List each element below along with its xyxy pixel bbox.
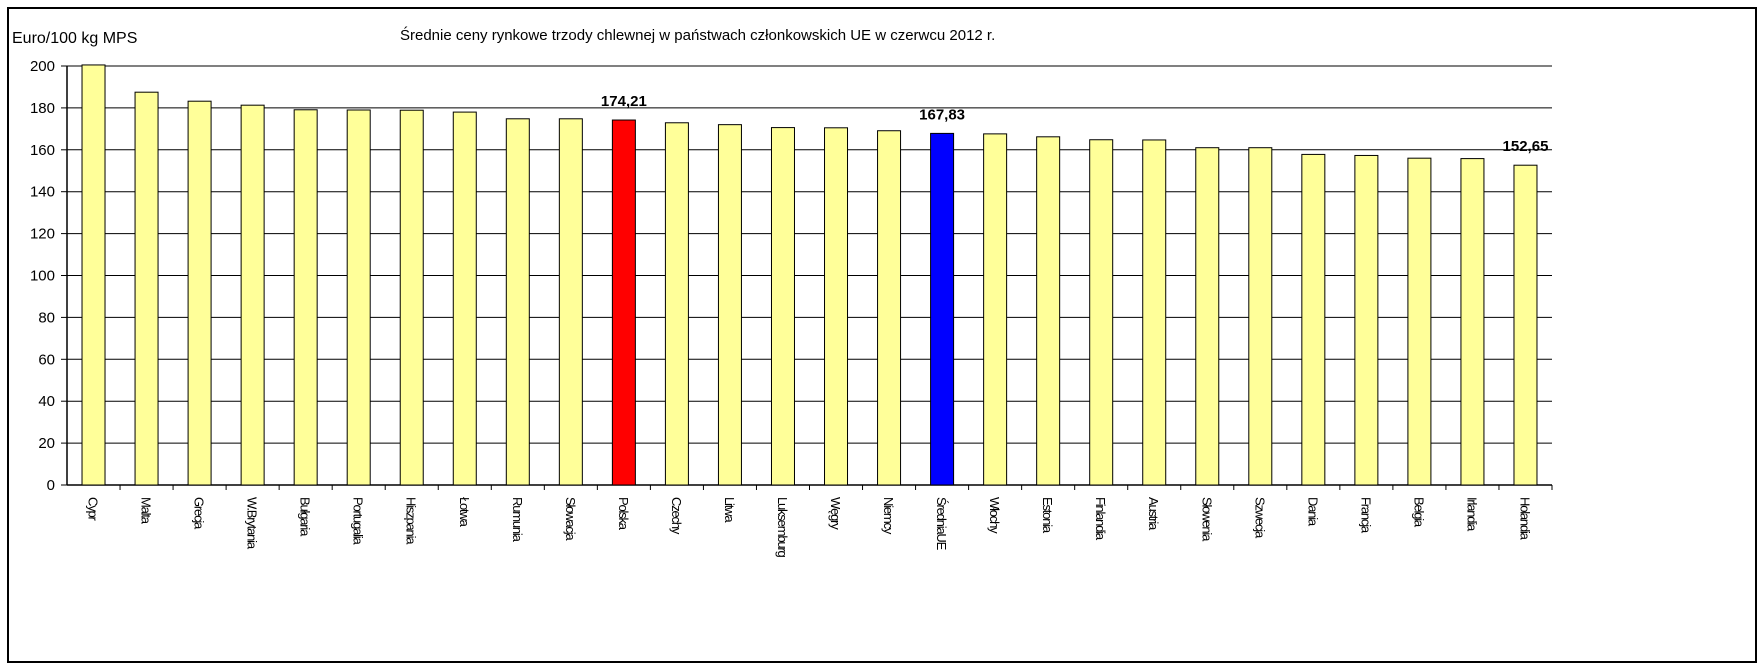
category-label: Łotwa: [457, 497, 472, 528]
category-label: Szwecja: [1252, 497, 1267, 539]
category-label: Estonia: [1040, 497, 1055, 534]
bar: [399, 109, 424, 486]
bar: [611, 119, 636, 486]
category-label: Belgia: [1411, 497, 1426, 528]
bar: [1195, 147, 1220, 486]
category-label: Bułgaria: [298, 497, 313, 537]
chart-frame: [7, 7, 1757, 663]
category-label: W.Brytania: [245, 497, 260, 550]
bar: [1248, 147, 1273, 486]
category-label: Francja: [1358, 497, 1373, 534]
data-label: 152,65: [1503, 138, 1549, 155]
bar: [1301, 153, 1326, 486]
y-tick-label: 60: [38, 351, 55, 368]
y-tick-label: 140: [30, 184, 55, 201]
bar: [81, 64, 106, 486]
category-label: Czechy: [669, 497, 684, 535]
category-label: Słowacja: [563, 497, 578, 541]
bar: [983, 133, 1008, 486]
y-tick-label: 180: [30, 100, 55, 117]
category-label: Finlandia: [1093, 497, 1108, 541]
bar: [1460, 158, 1485, 486]
data-label: 174,21: [601, 93, 647, 110]
bar: [930, 132, 955, 486]
y-axis-title: Euro/100 kg MPS: [12, 30, 138, 47]
bar: [452, 111, 477, 486]
category-label: Luksemburg: [775, 497, 790, 558]
bar: [1354, 154, 1379, 486]
category-label: ŚredniaUE: [934, 497, 949, 551]
category-label: Dania: [1305, 497, 1320, 527]
bar: [1407, 157, 1432, 486]
bar: [293, 109, 318, 486]
category-label: Węgry: [828, 497, 843, 530]
bar: [505, 118, 530, 486]
category-label: Litwa: [722, 497, 737, 523]
bar: [187, 100, 212, 486]
chart-title: Średnie ceny rynkowe trzody chlewnej w p…: [400, 27, 996, 44]
y-tick-label: 0: [47, 477, 55, 494]
bar: [770, 127, 795, 486]
category-label: Holandia: [1517, 497, 1532, 541]
category-label: Irlandia: [1464, 497, 1479, 532]
bar: [1142, 139, 1167, 486]
category-label: Hiszpania: [404, 497, 419, 545]
bar: [558, 118, 583, 486]
category-label: Malta: [139, 497, 154, 525]
y-tick-label: 200: [30, 58, 55, 75]
bar: [877, 130, 902, 486]
bar: [824, 127, 849, 486]
category-label: Polska: [616, 497, 631, 531]
bar: [1036, 136, 1061, 486]
category-label: Cypr: [86, 497, 101, 522]
y-tick-label: 160: [30, 142, 55, 159]
bar: [346, 109, 371, 486]
category-label: Rumunia: [510, 497, 525, 543]
data-label: 167,83: [919, 106, 965, 123]
category-label: Niemcy: [881, 497, 896, 535]
category-label: Słowenia: [1199, 497, 1214, 542]
category-label: Austria: [1146, 497, 1161, 531]
y-tick-label: 100: [30, 268, 55, 285]
bar: [1089, 139, 1114, 486]
category-label: Portugalia: [351, 497, 366, 546]
bar: [717, 124, 742, 486]
bar: [1513, 164, 1538, 486]
category-label: Grecja: [192, 497, 207, 530]
y-tick-label: 20: [38, 435, 55, 452]
bar: [134, 91, 159, 486]
y-tick-label: 80: [38, 309, 55, 326]
y-tick-label: 40: [38, 393, 55, 410]
category-label: Włochy: [987, 497, 1002, 534]
y-tick-label: 120: [30, 226, 55, 243]
bar: [664, 122, 689, 486]
bar: [240, 104, 265, 486]
